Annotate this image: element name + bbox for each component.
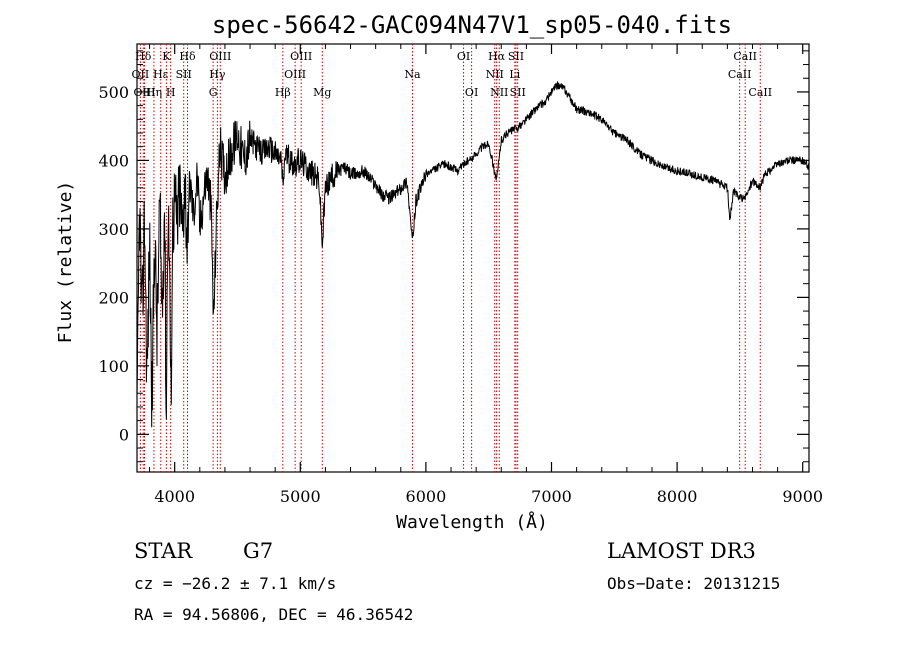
y-tick-label: 0: [119, 425, 129, 444]
coordinates: RA = 94.56806, DEC = 46.36542: [134, 605, 413, 624]
line-label: CaII: [733, 50, 757, 63]
y-tick-label: 300: [98, 220, 129, 239]
x-tick-label: 9000: [782, 487, 823, 506]
x-tick-label: 7000: [531, 487, 572, 506]
y-tick-label: 400: [98, 151, 129, 170]
object-class: STAR: [134, 539, 193, 563]
line-label: Li: [509, 68, 520, 81]
line-label: OII: [132, 68, 150, 81]
line-label: OIII: [209, 50, 231, 63]
line-label: Mg: [313, 86, 331, 99]
y-tick-label: 200: [98, 288, 129, 307]
line-label: SII: [176, 68, 192, 81]
emission-line-markers: [139, 44, 761, 472]
line-label: G: [209, 86, 218, 99]
x-tick-label: 5000: [280, 487, 321, 506]
x-tick-label: 6000: [406, 487, 447, 506]
observation-date: Obs−Date: 20131215: [607, 574, 780, 593]
y-tick-label: 100: [98, 357, 129, 376]
plot-frame: [136, 43, 810, 473]
line-label: Na: [404, 68, 421, 81]
line-label: Hε: [153, 68, 169, 81]
line-label: Hη: [146, 86, 162, 99]
x-tick-label: 8000: [657, 487, 698, 506]
y-tick-label: 500: [98, 83, 129, 102]
line-label: NII: [490, 86, 508, 99]
line-label: Hδ: [135, 50, 152, 63]
object-subclass: G7: [243, 539, 273, 563]
survey-name: LAMOST DR3: [607, 539, 756, 563]
x-tick-label: 4000: [154, 487, 195, 506]
line-label: CaII: [728, 68, 752, 81]
line-label: H: [166, 86, 176, 99]
line-label: Hα: [488, 50, 506, 63]
line-label: OIII: [284, 68, 306, 81]
line-label: OI: [465, 86, 478, 99]
chart-title: spec-56642-GAC094N47V1_sp05-040.fits: [212, 11, 732, 39]
line-label: SII: [510, 86, 526, 99]
axis-tick-labels: 4000 5000 6000 7000 8000 9000 0 100 200 300 400 500: [98, 83, 823, 506]
line-label: CaII: [748, 86, 772, 99]
line-label: NII: [486, 68, 504, 81]
line-label: OIII: [290, 50, 312, 63]
redshift-value: cz = −26.2 ± 7.1 km/s: [134, 574, 336, 593]
line-label: Hδ: [179, 50, 196, 63]
axis-ticks: [137, 44, 809, 472]
line-label: Hβ: [275, 86, 291, 99]
line-label: SII: [508, 50, 524, 63]
line-label: OI: [457, 50, 470, 63]
line-label: K: [162, 50, 171, 63]
y-axis-label: Flux (relative): [55, 181, 76, 344]
line-label: Hγ: [209, 68, 226, 81]
spectrum-line: [136, 81, 810, 428]
x-axis-label: Wavelength (Å): [396, 511, 548, 533]
